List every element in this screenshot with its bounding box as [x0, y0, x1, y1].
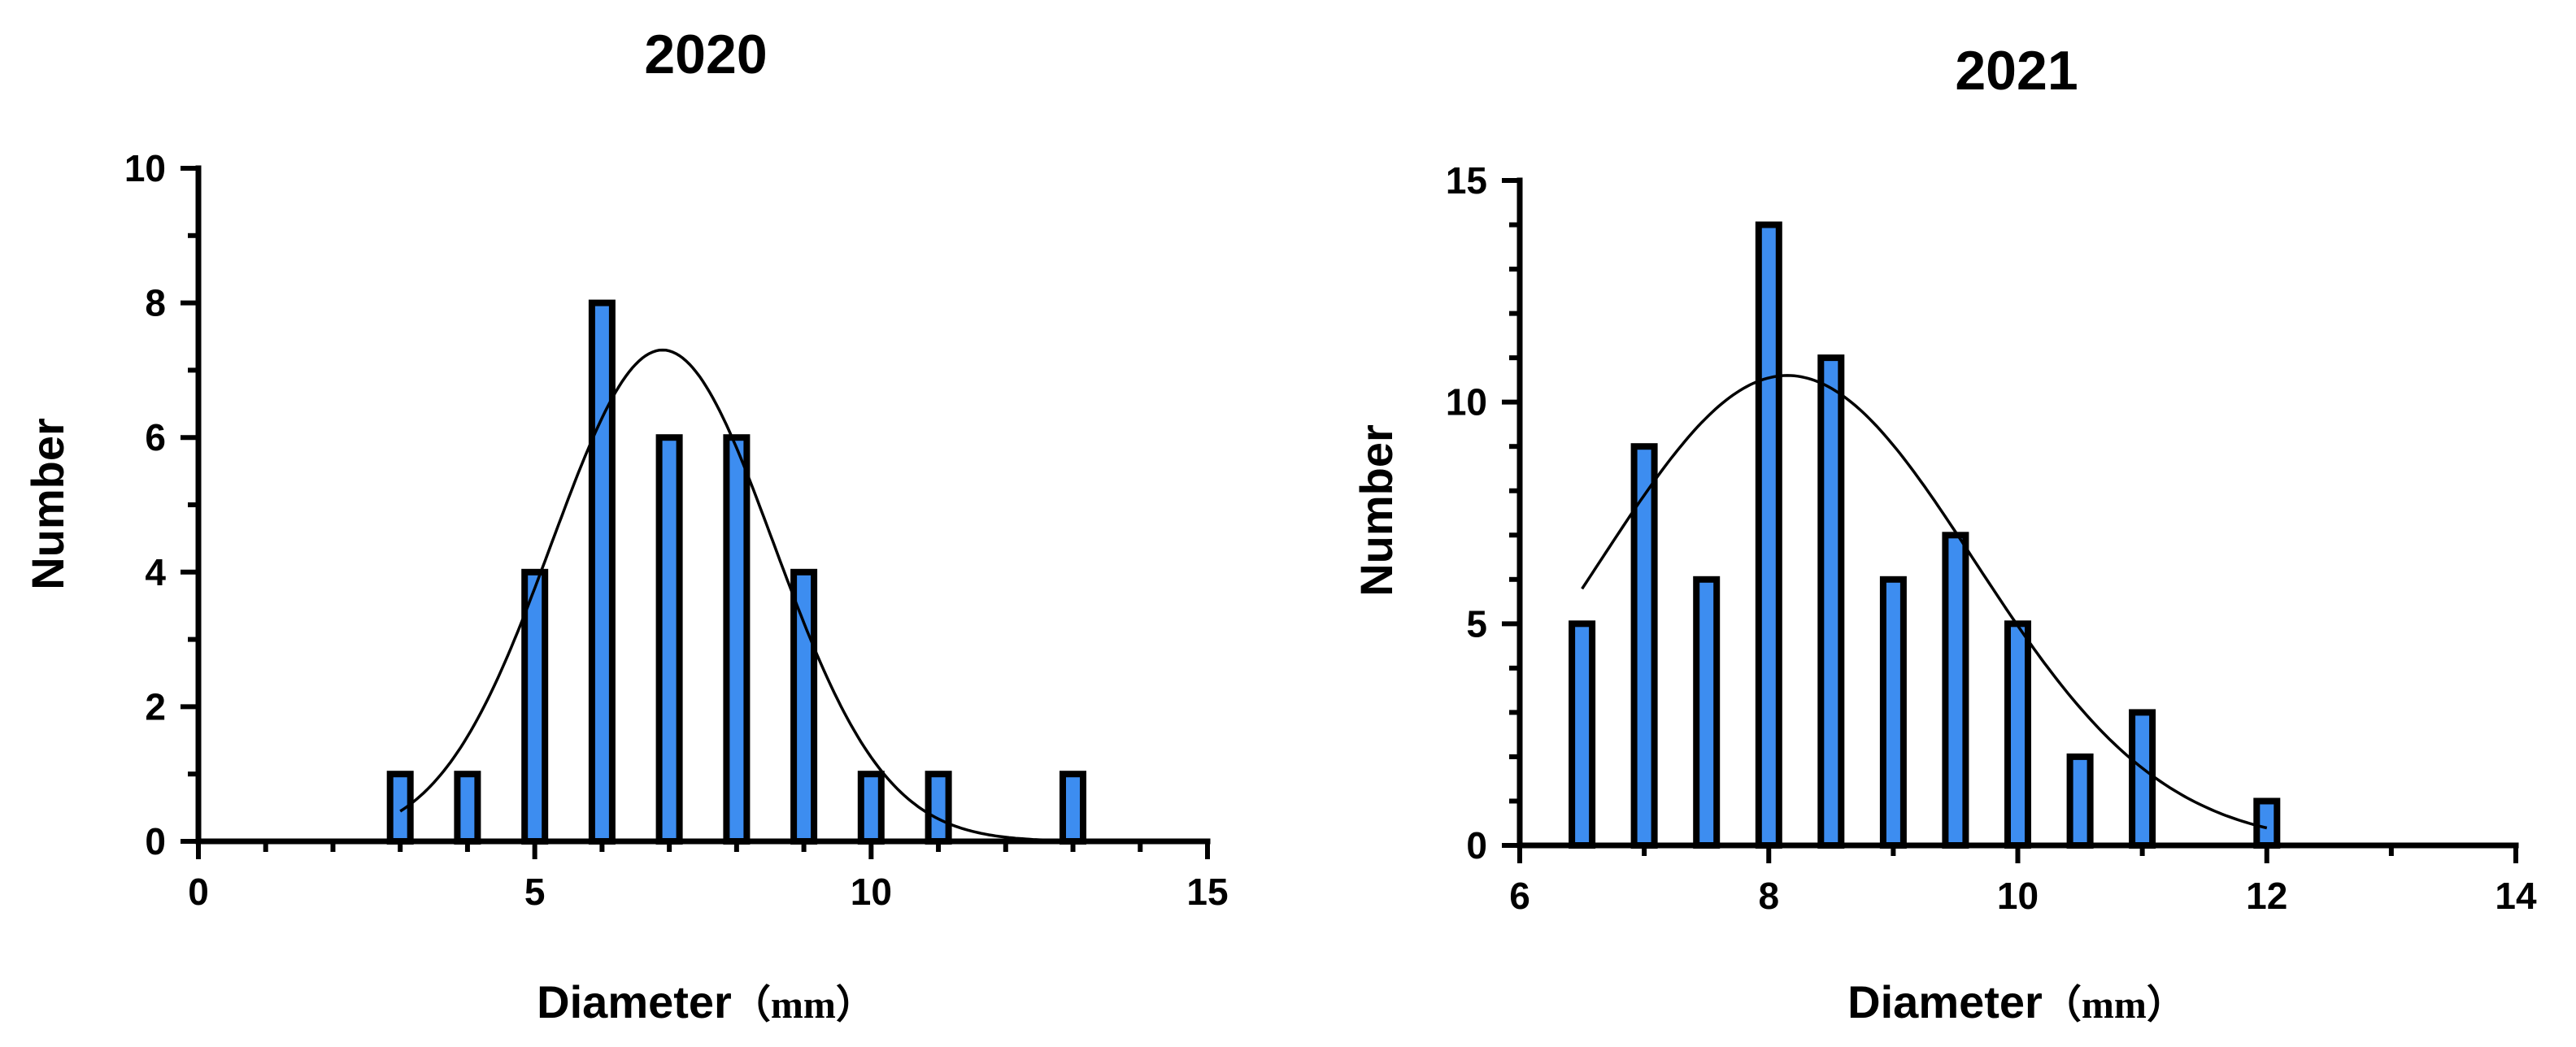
- ticks-2021: 6 8 10 12 14 0 5 10 15: [1446, 159, 2537, 917]
- y-tick-label: 5: [1466, 602, 1487, 645]
- bar: [2066, 753, 2094, 849]
- x-axis-unit: （mm）: [2043, 984, 2186, 1027]
- bar: [1942, 532, 1969, 849]
- x-axis-unit: （mm）: [732, 984, 875, 1027]
- bar: [857, 771, 885, 845]
- bar: [588, 299, 616, 845]
- x-tick-label: 10: [1997, 875, 2039, 917]
- bar: [723, 434, 751, 845]
- bar: [521, 568, 549, 845]
- y-tick-label: 0: [145, 820, 166, 862]
- axes-2020: [195, 165, 1211, 845]
- x-tick-label: 5: [524, 871, 546, 913]
- bar: [1817, 354, 1845, 849]
- x-tick-label: 10: [851, 871, 892, 913]
- bar: [1879, 576, 1907, 849]
- bar: [454, 771, 481, 845]
- x-tick-label: 15: [1186, 871, 1228, 913]
- y-tick-label: 10: [124, 147, 166, 189]
- chart-title: 2021: [1955, 40, 2078, 102]
- x-axis-label: Diameter（mm）: [1847, 976, 2186, 1027]
- bar: [1060, 771, 1086, 845]
- chart-title: 2020: [644, 24, 767, 85]
- bar: [655, 434, 683, 845]
- y-tick-label: 15: [1446, 159, 1487, 202]
- x-tick-label: 14: [2495, 875, 2537, 917]
- x-axis-label-text: Diameter: [1847, 976, 2043, 1027]
- chart-2021: 2021 6 8 10 12 14 0 5 10 15 Number Diameter（mm）: [1351, 40, 2537, 1027]
- y-tick-label: 2: [145, 685, 166, 728]
- x-axis-label-text: Diameter: [537, 976, 732, 1027]
- x-tick-label: 6: [1509, 875, 1530, 917]
- x-tick-label: 12: [2246, 875, 2287, 917]
- x-axis-label: Diameter（mm）: [537, 976, 875, 1027]
- y-axis-label: Number: [1351, 424, 1402, 597]
- bars-2020: [386, 299, 1086, 845]
- ticks-2020: 0 5 10 15 0 2 4 6 8 10: [124, 147, 1229, 913]
- y-tick-label: 6: [145, 416, 166, 458]
- chart-2020: 2020 0 5 10 15 0 2 4 6 8 10 Number Diameter（mm）: [22, 24, 1229, 1027]
- y-tick-label: 0: [1466, 824, 1487, 867]
- y-tick-label: 10: [1446, 381, 1487, 424]
- x-tick-label: 8: [1758, 875, 1779, 917]
- bar: [1755, 221, 1782, 849]
- bar: [1693, 576, 1721, 849]
- y-axis-label: Number: [22, 418, 73, 590]
- y-tick-label: 4: [145, 551, 166, 593]
- fit-curve-2021: [1581, 374, 2268, 830]
- x-tick-label: 0: [188, 871, 209, 913]
- bar: [790, 568, 818, 845]
- bar: [1569, 620, 1596, 849]
- bar: [2253, 797, 2281, 849]
- bar: [925, 771, 952, 845]
- bar: [2004, 620, 2031, 849]
- bar: [2129, 709, 2156, 849]
- bars-2021: [1569, 221, 2281, 849]
- y-tick-label: 8: [145, 282, 166, 324]
- fit-curve-2020: [399, 348, 1073, 843]
